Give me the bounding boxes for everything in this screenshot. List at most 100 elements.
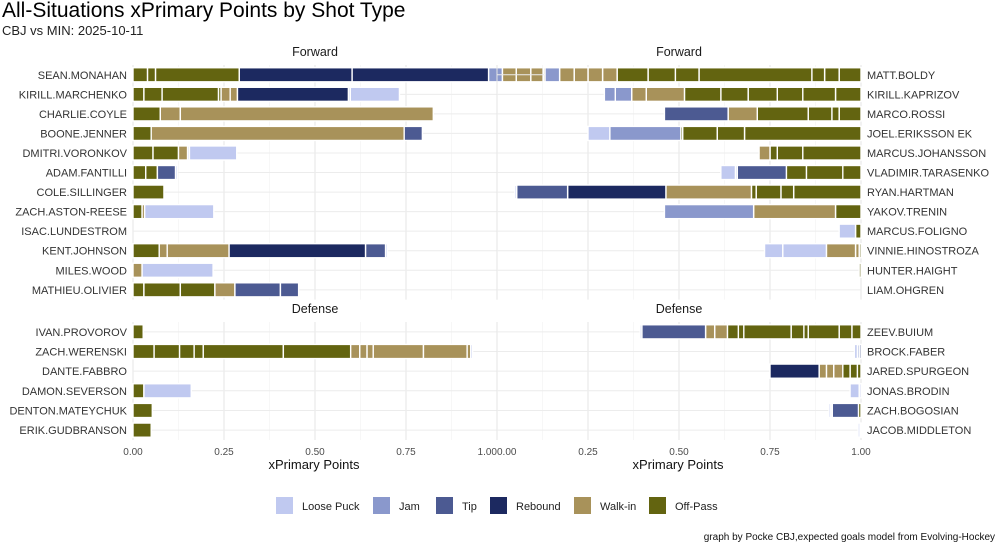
player-label: BROCK.FABER (867, 346, 945, 358)
bar-segment (515, 184, 569, 200)
bar-segment (755, 184, 782, 200)
player-label: JACOB.MIDDLETON (867, 425, 971, 437)
x-tick-label: 0.50 (669, 447, 689, 458)
bar-segment (780, 184, 795, 200)
bar-segment (726, 324, 740, 340)
legend-swatch (649, 497, 666, 514)
bar-segment (143, 203, 215, 220)
bar-segment (674, 67, 700, 83)
bar-segment (681, 125, 718, 142)
player-label: ZACH.ASTON-REESE (15, 207, 127, 219)
x-axis-title-right: xPrimary Points (632, 457, 724, 472)
chart-panels: Forward SEAN.MONAHAN KIRILL.MARCHENKO CHARL… (9, 45, 989, 458)
bar-segment (143, 86, 163, 103)
bar-segment (838, 223, 857, 239)
bar-segment (752, 203, 837, 220)
bar-segment (132, 324, 144, 340)
bar-segment (132, 86, 145, 103)
player-label: JARED.SPURGEON (867, 366, 969, 378)
bar-segment (351, 67, 490, 83)
bar-segment (141, 262, 214, 279)
bar-segment (776, 86, 804, 103)
bar-segment (665, 184, 753, 200)
bar-segment (854, 223, 862, 239)
bar-segment (614, 86, 633, 103)
player-label: VLADIMIR.TARASENKO (867, 168, 989, 180)
bar-segment (166, 242, 230, 259)
player-label: MATT.BOLDY (867, 70, 936, 82)
panel-strip-label: Defense (292, 302, 339, 316)
bar-segment (145, 164, 159, 181)
bar-segment (807, 106, 833, 122)
bar-segment (663, 106, 729, 122)
bar-segment (372, 343, 425, 360)
bar-segment (573, 67, 589, 83)
bar-segment (683, 86, 722, 103)
legend-item-off-pass: Off-Pass (649, 497, 718, 514)
panel-strip-label: Forward (292, 45, 338, 59)
x-axis-title-left: xPrimary Points (268, 457, 360, 472)
legend-swatch (373, 497, 390, 514)
bar-segment (279, 282, 300, 298)
bar-segment (470, 343, 474, 360)
bar-segment (132, 343, 155, 360)
bar-segment (514, 184, 518, 200)
legend-item-rebound: Rebound (490, 497, 561, 514)
bar-segment (790, 324, 805, 340)
bar-segment (785, 164, 808, 181)
bar-segment (828, 402, 832, 419)
bar-segment (132, 164, 147, 181)
player-label: DANTE.FABBRO (42, 366, 127, 378)
player-label: MILES.WOOD (55, 265, 127, 277)
bar-segment (716, 125, 746, 142)
legend-swatch (574, 497, 591, 514)
bar-segment (747, 86, 778, 103)
bar-segment (743, 324, 792, 340)
x-tick-label: 0.25 (578, 447, 598, 458)
bar-segment (359, 343, 368, 360)
bar-segment (544, 67, 561, 83)
bar-segment (758, 145, 771, 161)
player-label: ERIK.GUDBRANSON (19, 425, 127, 437)
player-label: BOONE.JENNER (40, 128, 127, 140)
player-label: DAMON.SEVERSON (22, 386, 127, 398)
bar-segment (769, 145, 778, 161)
panel-strip-label: Forward (656, 45, 702, 59)
bar-segment (188, 145, 238, 161)
bar-segment (756, 106, 809, 122)
bar-segment (645, 86, 686, 103)
x-tick-label: 0.00 (497, 447, 517, 458)
bar-segment (364, 242, 387, 259)
bar-segment (736, 164, 788, 181)
player-label: MARCUS.JOHANSSON (867, 148, 986, 160)
legend-item-tip: Tip (436, 497, 477, 514)
player-label: ADAM.FANTILLI (46, 168, 127, 180)
bar-segment (143, 282, 182, 298)
x-tick-label: 0.00 (123, 447, 143, 458)
bar-segment (831, 402, 860, 419)
bar-segment (179, 106, 435, 122)
bar-segment (132, 242, 160, 259)
bar-segment (647, 67, 677, 83)
bar-segment (811, 67, 826, 83)
player-label: KIRILL.KAPRIZOV (867, 89, 960, 101)
bar-segment (132, 383, 145, 399)
legend-swatch (490, 497, 507, 514)
bar-segment (152, 145, 180, 161)
player-label: COLE.SILLINGER (37, 187, 128, 199)
bar-segment (834, 203, 862, 220)
bar-segment (403, 125, 424, 142)
bar-segment (823, 67, 840, 83)
bar-segment (616, 67, 649, 83)
bar-segment (132, 402, 153, 419)
player-label: ZACH.WERENSKI (35, 346, 127, 358)
player-label: DMITRI.VORONKOV (22, 148, 127, 160)
bar-segment (776, 145, 804, 161)
legend-label: Walk-in (600, 501, 636, 513)
bar-segment (853, 343, 859, 360)
bar-segment (132, 145, 154, 161)
bar-segment (750, 184, 757, 200)
bar-segment (807, 324, 840, 340)
bar-segment (193, 343, 204, 360)
